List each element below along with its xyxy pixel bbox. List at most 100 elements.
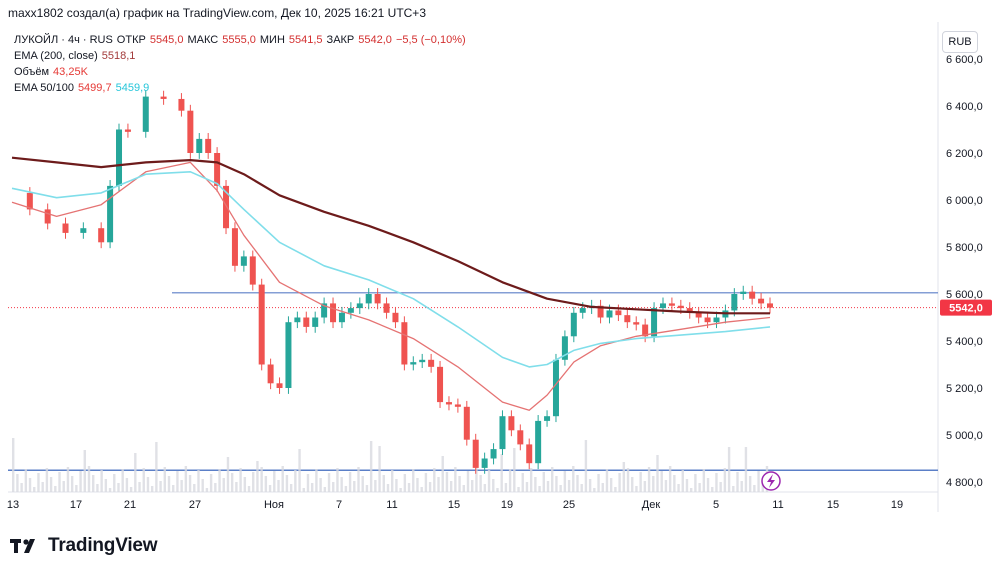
candle-body[interactable]	[651, 308, 658, 337]
candle-body[interactable]	[642, 324, 649, 337]
candle-body[interactable]	[606, 310, 613, 318]
candle-body[interactable]	[365, 294, 372, 304]
candle-body[interactable]	[624, 315, 631, 323]
x-tick-label: 27	[189, 499, 201, 511]
legend-ema200-row[interactable]: EMA (200, close) 5518,1	[14, 48, 466, 64]
candle-body[interactable]	[124, 129, 131, 132]
volume-bar	[49, 477, 53, 492]
candle-body[interactable]	[285, 322, 292, 388]
candle-body[interactable]	[615, 310, 622, 316]
candle-body[interactable]	[633, 322, 640, 325]
candle-body[interactable]	[26, 192, 33, 210]
candle-body[interactable]	[338, 312, 345, 323]
ema50-line[interactable]	[11, 161, 771, 411]
candle-body[interactable]	[303, 317, 310, 327]
legend-volume-row[interactable]: Объём 43,25K	[14, 64, 466, 80]
legend-ema50-100-row[interactable]: EMA 50/100 5499,7 5459,9	[14, 80, 466, 96]
candle-body[interactable]	[481, 458, 488, 468]
candle-body[interactable]	[713, 317, 720, 323]
candle-body[interactable]	[214, 153, 221, 186]
candle-body[interactable]	[659, 303, 666, 309]
candle-body[interactable]	[695, 312, 702, 318]
ema100-line[interactable]	[11, 171, 771, 368]
candle-body[interactable]	[223, 185, 230, 229]
candle-body[interactable]	[321, 303, 328, 318]
volume-bar	[407, 483, 411, 492]
tradingview-logo-icon	[10, 539, 35, 553]
candle-body[interactable]	[597, 305, 604, 318]
candle-body[interactable]	[704, 317, 711, 323]
candle-body[interactable]	[249, 256, 256, 285]
volume-bar	[403, 474, 407, 492]
volume-bar	[361, 476, 364, 492]
candle-body[interactable]	[276, 383, 283, 388]
candle-body[interactable]	[552, 359, 559, 417]
candle-body[interactable]	[294, 317, 301, 323]
legend-symbol[interactable]: ЛУКОЙЛ · 4ч · RUS	[14, 34, 113, 46]
currency-button[interactable]: RUB	[942, 31, 978, 53]
candle-body[interactable]	[383, 303, 390, 313]
candle-body[interactable]	[107, 185, 114, 243]
tradingview-logo[interactable]: TradingView	[10, 535, 158, 557]
candle-body[interactable]	[312, 317, 319, 327]
volume-bar	[96, 484, 99, 492]
candle-body[interactable]	[677, 305, 684, 309]
candle-body[interactable]	[142, 96, 149, 132]
candle-body[interactable]	[116, 129, 123, 186]
candle-body[interactable]	[463, 406, 470, 440]
candle-body[interactable]	[544, 416, 551, 421]
candle-body[interactable]	[330, 303, 337, 323]
candle-body[interactable]	[267, 364, 274, 384]
candle-body[interactable]	[454, 404, 461, 407]
candle-body[interactable]	[758, 298, 765, 304]
candle-body[interactable]	[535, 420, 542, 464]
candle-body[interactable]	[410, 362, 417, 365]
candle-body[interactable]	[419, 359, 426, 363]
candle-body[interactable]	[472, 439, 479, 468]
chart-legend: ЛУКОЙЛ · 4ч · RUS ОТКР 5545,0 МАКС 5555,0 …	[14, 32, 466, 96]
candle-body[interactable]	[490, 449, 497, 459]
candle-body[interactable]	[767, 303, 773, 308]
candle-body[interactable]	[740, 291, 747, 294]
candle-body[interactable]	[374, 294, 381, 304]
ema200-line[interactable]	[11, 156, 770, 315]
candle-body[interactable]	[240, 256, 247, 266]
candle-body[interactable]	[686, 308, 693, 313]
candle-body[interactable]	[731, 294, 738, 311]
volume-bar	[555, 476, 558, 492]
candle-body[interactable]	[80, 228, 87, 233]
candle-body[interactable]	[499, 416, 506, 450]
candle-body[interactable]	[231, 228, 238, 266]
candle-body[interactable]	[526, 444, 533, 464]
candle-body[interactable]	[160, 96, 167, 99]
candle-body[interactable]	[98, 228, 105, 243]
y-tick-label: 5 200,0	[946, 383, 983, 395]
candle-body[interactable]	[508, 416, 515, 431]
candle-body[interactable]	[356, 303, 363, 309]
volume-bar	[626, 468, 630, 492]
candle-body[interactable]	[44, 209, 51, 224]
candle-body[interactable]	[62, 223, 69, 233]
candle-body[interactable]	[196, 138, 203, 153]
candle-body[interactable]	[401, 322, 408, 365]
candle-body[interactable]	[187, 110, 194, 153]
candle-body[interactable]	[392, 312, 399, 323]
volume-bar	[706, 478, 710, 492]
candle-body[interactable]	[570, 312, 577, 337]
candle-body[interactable]	[205, 138, 212, 153]
candle-body[interactable]	[428, 359, 435, 367]
candle-body[interactable]	[258, 284, 265, 365]
candle-body[interactable]	[437, 366, 444, 403]
candle-body[interactable]	[668, 303, 675, 306]
candle-body[interactable]	[445, 402, 452, 405]
candle-body[interactable]	[347, 308, 354, 313]
volume-bar	[391, 470, 394, 492]
candle-body[interactable]	[178, 98, 185, 111]
candle-body[interactable]	[579, 308, 586, 313]
volume-bar	[618, 473, 621, 492]
candle-body[interactable]	[517, 430, 524, 445]
candle-body[interactable]	[749, 291, 756, 299]
candle-body[interactable]	[561, 336, 568, 360]
legend-change: −5,5 (−0,10%)	[395, 34, 466, 46]
